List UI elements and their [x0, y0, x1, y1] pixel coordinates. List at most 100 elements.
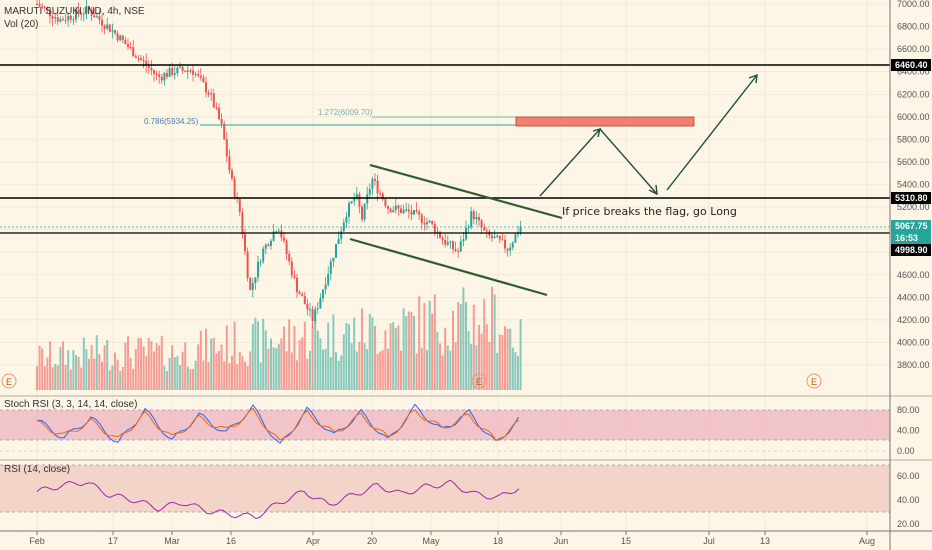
candle-body: [212, 93, 215, 108]
candle-body: [267, 244, 270, 246]
earnings-marker-3[interactable]: E: [806, 373, 822, 389]
price-tick-label: 6600.00: [897, 44, 930, 54]
volume-bar: [413, 315, 415, 390]
volume-bar: [298, 339, 301, 390]
price-tick-label: 6400.00: [897, 67, 930, 77]
candle-body: [288, 253, 291, 262]
volume-bar: [355, 351, 358, 390]
candle-body: [114, 30, 116, 34]
volume-bar: [384, 330, 387, 390]
stoch-tick-label: 0.00: [897, 446, 915, 456]
time-tick-label: 13: [760, 536, 770, 546]
volume-bar: [106, 340, 109, 390]
volume-bar: [361, 308, 363, 390]
candle-body: [210, 93, 213, 95]
volume-bar: [472, 304, 475, 390]
projection-path-2[interactable]: [666, 74, 758, 191]
volume-bar: [202, 360, 205, 390]
candle-body: [67, 15, 70, 21]
candle-body: [342, 222, 345, 232]
candle-body: [147, 65, 150, 69]
volume-bar: [400, 350, 402, 390]
target-zone-box[interactable]: [515, 116, 695, 127]
candle-body: [49, 9, 51, 17]
candle-body: [197, 74, 200, 76]
candle-body: [371, 178, 374, 190]
volume-bar: [90, 345, 93, 390]
volume-bar: [335, 352, 337, 390]
volume-bar: [496, 352, 499, 390]
volume-bar: [85, 349, 88, 390]
volume-bar: [127, 336, 129, 390]
volume-bar: [199, 330, 202, 390]
candle-body: [457, 250, 460, 252]
price-tag-label: 4998.90: [895, 245, 928, 255]
volume-bar: [267, 349, 270, 390]
volume-bar: [309, 350, 311, 390]
volume-bar: [171, 345, 174, 390]
volume-bar: [236, 364, 239, 390]
candle-body: [62, 19, 64, 21]
price-tick-label: 7000.00: [897, 0, 930, 9]
rsi-pane[interactable]: RSI (14, close): [0, 464, 890, 520]
volume-bar: [140, 338, 142, 390]
volume-bar: [93, 358, 96, 390]
volume-bar: [145, 356, 148, 390]
volume-bar: [329, 357, 332, 390]
candle-body: [223, 123, 226, 140]
volume-bar: [59, 346, 62, 390]
time-axis[interactable]: Feb 17 Mar 16 Apr 20 May 18 Jun 15 Jul 13 Aug: [0, 530, 932, 546]
volume-bar: [394, 327, 397, 390]
candle-body: [184, 70, 187, 72]
time-tick-label: May: [422, 536, 440, 546]
volume-bar: [439, 343, 441, 390]
candle-body: [186, 70, 189, 72]
earnings-marker-2[interactable]: E: [471, 373, 487, 389]
volume-bar: [262, 318, 265, 390]
volume-bar: [264, 330, 267, 390]
volume-bar: [238, 352, 241, 390]
flag-lower-trendline[interactable]: [349, 237, 548, 297]
volume-bar: [358, 341, 361, 390]
volume-bar: [194, 360, 197, 390]
annotation-text[interactable]: If price breaks the flag, go Long: [562, 205, 737, 218]
candle-body: [285, 240, 288, 254]
rsi-title: RSI (14, close): [4, 464, 70, 475]
candle-body: [332, 257, 335, 262]
candle-body: [400, 208, 402, 213]
volume-bar: [296, 360, 298, 390]
stoch-rsi-pane[interactable]: Stoch RSI (3, 3, 14, 14, close): [0, 399, 890, 452]
volume-bar: [69, 369, 72, 390]
volume-bar: [137, 337, 140, 390]
candle-body: [426, 222, 428, 225]
volume-bar: [142, 346, 145, 390]
volume-bar: [470, 343, 473, 390]
flag-upper-trendline[interactable]: [369, 163, 563, 220]
candle-body: [519, 226, 522, 234]
candle-body: [389, 208, 392, 213]
arrowhead-target-icon: [748, 73, 758, 84]
candle-body: [397, 205, 400, 209]
candle-body: [444, 240, 447, 245]
volume-bar: [483, 298, 486, 390]
candle-body: [324, 284, 327, 290]
price-pane[interactable]: 0.786(5934.25) 1.272(6009.70) If price b…: [0, 0, 890, 531]
earnings-marker-1[interactable]: E: [1, 373, 17, 389]
svg-text:E: E: [476, 377, 482, 387]
candle-body: [353, 198, 356, 202]
candle-body: [75, 9, 77, 20]
time-tick-label: Jun: [554, 536, 569, 546]
candle-body: [462, 239, 465, 242]
price-tag-label: 5310.80: [895, 193, 928, 203]
price-axis[interactable]: 7000.00 6800.00 6600.00 6400.00 6200.00 6000.…: [889, 0, 931, 550]
time-tick-label: Feb: [29, 536, 45, 546]
price-tag-label: 16:53: [895, 233, 918, 243]
candle-body: [205, 82, 207, 93]
price-tag: [891, 59, 931, 71]
volume-bar: [251, 323, 254, 390]
rsi-line: [36, 479, 520, 520]
price-tags: 6460.40 5310.80 5067.75 16:53 4998.90: [891, 59, 931, 256]
candle-body: [296, 277, 298, 293]
candle-body: [163, 73, 166, 81]
candle-body: [54, 17, 57, 19]
